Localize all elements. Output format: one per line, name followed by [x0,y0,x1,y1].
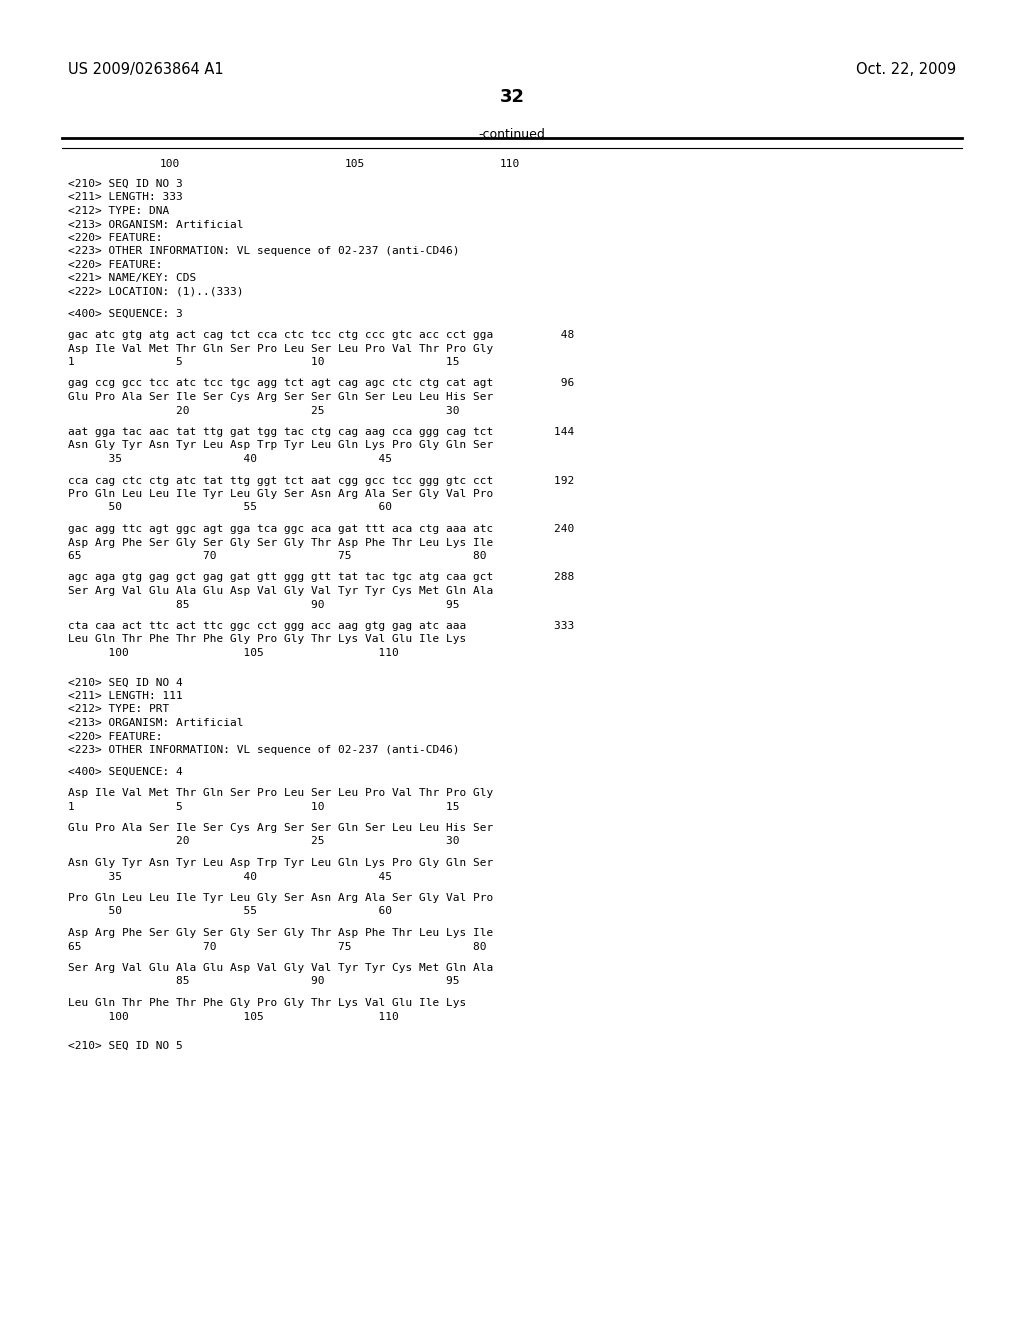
Text: 85                  90                  95: 85 90 95 [68,977,460,986]
Text: US 2009/0263864 A1: US 2009/0263864 A1 [68,62,223,77]
Text: 20                  25                  30: 20 25 30 [68,837,460,846]
Text: <212> TYPE: DNA: <212> TYPE: DNA [68,206,169,216]
Text: 65                  70                  75                  80: 65 70 75 80 [68,550,486,561]
Text: gag ccg gcc tcc atc tcc tgc agg tct agt cag agc ctc ctg cat agt          96: gag ccg gcc tcc atc tcc tgc agg tct agt … [68,379,574,388]
Text: Asp Ile Val Met Thr Gln Ser Pro Leu Ser Leu Pro Val Thr Pro Gly: Asp Ile Val Met Thr Gln Ser Pro Leu Ser … [68,343,494,354]
Text: <213> ORGANISM: Artificial: <213> ORGANISM: Artificial [68,718,244,729]
Text: Pro Gln Leu Leu Ile Tyr Leu Gly Ser Asn Arg Ala Ser Gly Val Pro: Pro Gln Leu Leu Ile Tyr Leu Gly Ser Asn … [68,894,494,903]
Text: 105: 105 [345,158,366,169]
Text: <222> LOCATION: (1)..(333): <222> LOCATION: (1)..(333) [68,286,244,297]
Text: <210> SEQ ID NO 3: <210> SEQ ID NO 3 [68,180,182,189]
Text: 100                 105                 110: 100 105 110 [68,648,398,657]
Text: Oct. 22, 2009: Oct. 22, 2009 [856,62,956,77]
Text: aat gga tac aac tat ttg gat tgg tac ctg cag aag cca ggg cag tct         144: aat gga tac aac tat ttg gat tgg tac ctg … [68,426,574,437]
Text: <221> NAME/KEY: CDS: <221> NAME/KEY: CDS [68,273,197,284]
Text: Asp Arg Phe Ser Gly Ser Gly Ser Gly Thr Asp Phe Thr Leu Lys Ile: Asp Arg Phe Ser Gly Ser Gly Ser Gly Thr … [68,928,494,939]
Text: <210> SEQ ID NO 5: <210> SEQ ID NO 5 [68,1041,182,1051]
Text: <223> OTHER INFORMATION: VL sequence of 02-237 (anti-CD46): <223> OTHER INFORMATION: VL sequence of … [68,744,460,755]
Text: <210> SEQ ID NO 4: <210> SEQ ID NO 4 [68,677,182,688]
Text: 35                  40                  45: 35 40 45 [68,871,392,882]
Text: <211> LENGTH: 111: <211> LENGTH: 111 [68,690,182,701]
Text: 50                  55                  60: 50 55 60 [68,503,392,512]
Text: Pro Gln Leu Leu Ile Tyr Leu Gly Ser Asn Arg Ala Ser Gly Val Pro: Pro Gln Leu Leu Ile Tyr Leu Gly Ser Asn … [68,488,494,499]
Text: <220> FEATURE:: <220> FEATURE: [68,260,163,271]
Text: gac atc gtg atg act cag tct cca ctc tcc ctg ccc gtc acc cct gga          48: gac atc gtg atg act cag tct cca ctc tcc … [68,330,574,341]
Text: Asp Ile Val Met Thr Gln Ser Pro Leu Ser Leu Pro Val Thr Pro Gly: Asp Ile Val Met Thr Gln Ser Pro Leu Ser … [68,788,494,799]
Text: 20                  25                  30: 20 25 30 [68,405,460,416]
Text: agc aga gtg gag gct gag gat gtt ggg gtt tat tac tgc atg caa gct         288: agc aga gtg gag gct gag gat gtt ggg gtt … [68,573,574,582]
Text: 35                  40                  45: 35 40 45 [68,454,392,465]
Text: gac agg ttc agt ggc agt gga tca ggc aca gat ttt aca ctg aaa atc         240: gac agg ttc agt ggc agt gga tca ggc aca … [68,524,574,535]
Text: <400> SEQUENCE: 4: <400> SEQUENCE: 4 [68,767,182,776]
Text: 1               5                   10                  15: 1 5 10 15 [68,801,460,812]
Text: 85                  90                  95: 85 90 95 [68,599,460,610]
Text: cta caa act ttc act ttc ggc cct ggg acc aag gtg gag atc aaa             333: cta caa act ttc act ttc ggc cct ggg acc … [68,620,574,631]
Text: Leu Gln Thr Phe Thr Phe Gly Pro Gly Thr Lys Val Glu Ile Lys: Leu Gln Thr Phe Thr Phe Gly Pro Gly Thr … [68,998,466,1008]
Text: 32: 32 [500,88,524,106]
Text: Asp Arg Phe Ser Gly Ser Gly Ser Gly Thr Asp Phe Thr Leu Lys Ile: Asp Arg Phe Ser Gly Ser Gly Ser Gly Thr … [68,537,494,548]
Text: Asn Gly Tyr Asn Tyr Leu Asp Trp Tyr Leu Gln Lys Pro Gly Gln Ser: Asn Gly Tyr Asn Tyr Leu Asp Trp Tyr Leu … [68,858,494,869]
Text: <223> OTHER INFORMATION: VL sequence of 02-237 (anti-CD46): <223> OTHER INFORMATION: VL sequence of … [68,247,460,256]
Text: -continued: -continued [478,128,546,141]
Text: 100: 100 [160,158,180,169]
Text: <213> ORGANISM: Artificial: <213> ORGANISM: Artificial [68,219,244,230]
Text: <220> FEATURE:: <220> FEATURE: [68,234,163,243]
Text: 50                  55                  60: 50 55 60 [68,907,392,916]
Text: <220> FEATURE:: <220> FEATURE: [68,731,163,742]
Text: <211> LENGTH: 333: <211> LENGTH: 333 [68,193,182,202]
Text: 100                 105                 110: 100 105 110 [68,1011,398,1022]
Text: <212> TYPE: PRT: <212> TYPE: PRT [68,705,169,714]
Text: Asn Gly Tyr Asn Tyr Leu Asp Trp Tyr Leu Gln Lys Pro Gly Gln Ser: Asn Gly Tyr Asn Tyr Leu Asp Trp Tyr Leu … [68,441,494,450]
Text: Glu Pro Ala Ser Ile Ser Cys Arg Ser Ser Gln Ser Leu Leu His Ser: Glu Pro Ala Ser Ile Ser Cys Arg Ser Ser … [68,392,494,403]
Text: 65                  70                  75                  80: 65 70 75 80 [68,941,486,952]
Text: 110: 110 [500,158,520,169]
Text: Ser Arg Val Glu Ala Glu Asp Val Gly Val Tyr Tyr Cys Met Gln Ala: Ser Arg Val Glu Ala Glu Asp Val Gly Val … [68,964,494,973]
Text: 1               5                   10                  15: 1 5 10 15 [68,356,460,367]
Text: <400> SEQUENCE: 3: <400> SEQUENCE: 3 [68,309,182,318]
Text: Glu Pro Ala Ser Ile Ser Cys Arg Ser Ser Gln Ser Leu Leu His Ser: Glu Pro Ala Ser Ile Ser Cys Arg Ser Ser … [68,822,494,833]
Text: Leu Gln Thr Phe Thr Phe Gly Pro Gly Thr Lys Val Glu Ile Lys: Leu Gln Thr Phe Thr Phe Gly Pro Gly Thr … [68,635,466,644]
Text: cca cag ctc ctg atc tat ttg ggt tct aat cgg gcc tcc ggg gtc cct         192: cca cag ctc ctg atc tat ttg ggt tct aat … [68,475,574,486]
Text: Ser Arg Val Glu Ala Glu Asp Val Gly Val Tyr Tyr Cys Met Gln Ala: Ser Arg Val Glu Ala Glu Asp Val Gly Val … [68,586,494,597]
